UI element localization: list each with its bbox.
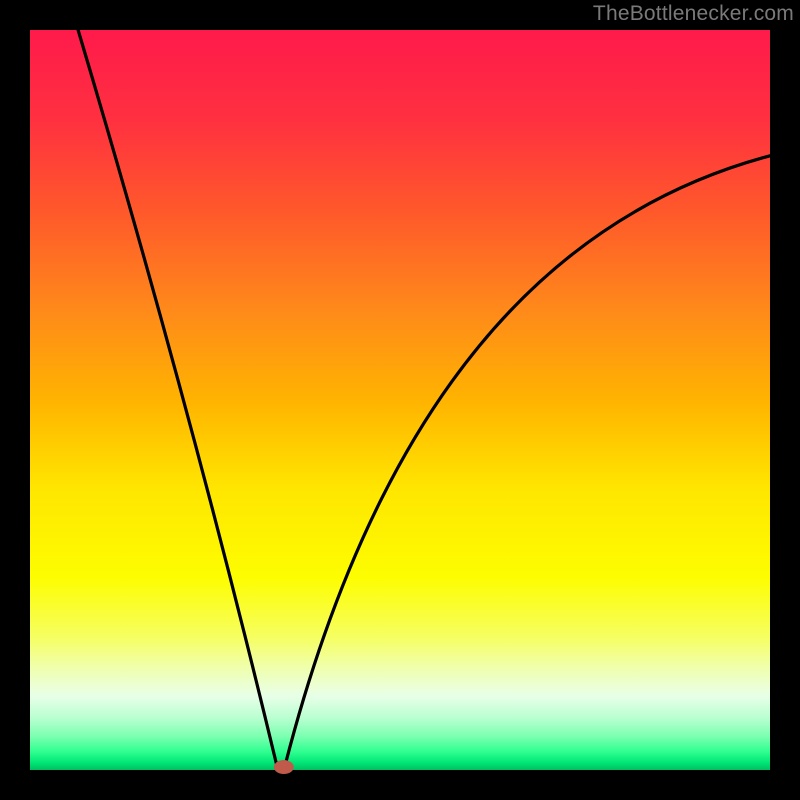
optimal-point-marker (274, 760, 294, 774)
watermark-text: TheBottlenecker.com (593, 2, 794, 26)
plot-background (30, 30, 770, 770)
chart-root: TheBottlenecker.com (0, 0, 800, 800)
bottleneck-chart (0, 0, 800, 800)
